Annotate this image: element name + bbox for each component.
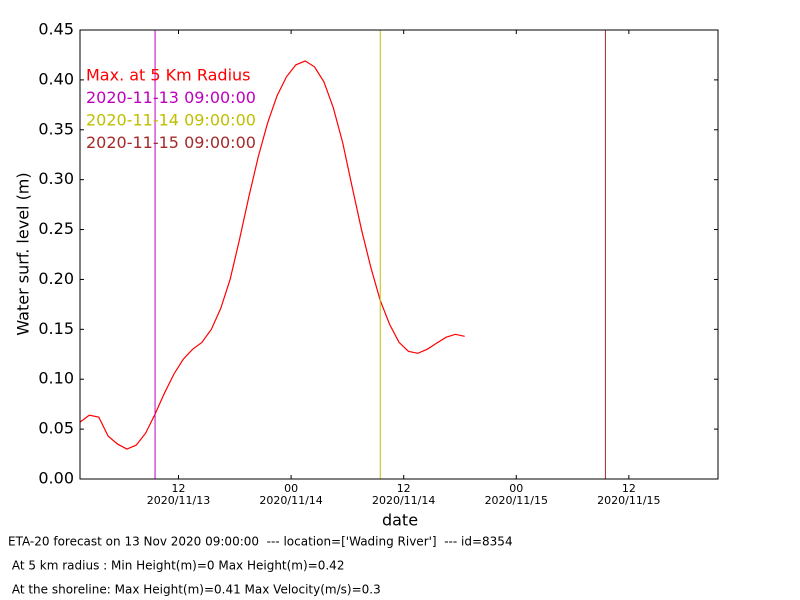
x-tick-label: 12 — [172, 482, 186, 495]
legend-entry: Max. at 5 Km Radius — [86, 66, 251, 85]
x-tick-label: 12 — [622, 482, 636, 495]
x-tick-label: 00 — [284, 482, 298, 495]
legend-entry: 2020-11-14 09:00:00 — [86, 111, 256, 130]
y-tick-label: 0.45 — [38, 20, 74, 39]
footer-line: At 5 km radius : Min Height(m)=0 Max Hei… — [8, 559, 344, 573]
legend-entry: 2020-11-15 09:00:00 — [86, 133, 256, 152]
x-tick-date: 2020/11/15 — [485, 494, 548, 507]
footer-line: ETA-20 forecast on 13 Nov 2020 09:00:00 … — [8, 535, 513, 549]
y-tick-label: 0.20 — [38, 269, 74, 288]
plot-frame — [79, 29, 719, 480]
footer-line: At the shoreline: Max Height(m)=0.41 Max… — [8, 583, 381, 597]
x-axis-label: date — [382, 511, 418, 530]
y-tick-label: 0.30 — [38, 169, 74, 188]
x-tick-date: 2020/11/14 — [259, 494, 322, 507]
y-axis-label: Water surf. level (m) — [14, 172, 33, 335]
y-tick-label: 0.05 — [38, 419, 74, 438]
x-tick-date: 2020/11/15 — [597, 494, 660, 507]
y-tick-label: 0.15 — [38, 319, 74, 338]
y-tick-label: 0.00 — [38, 469, 74, 488]
legend-entry: 2020-11-13 09:00:00 — [86, 88, 256, 107]
x-tick-date: 2020/11/13 — [147, 494, 210, 507]
data-line — [79, 60, 465, 450]
y-tick-label: 0.40 — [38, 69, 74, 88]
y-tick-label: 0.35 — [38, 119, 74, 138]
x-tick-label: 00 — [509, 482, 523, 495]
x-tick-label: 12 — [397, 482, 411, 495]
y-tick-label: 0.10 — [38, 369, 74, 388]
x-tick-date: 2020/11/14 — [372, 494, 435, 507]
y-tick-label: 0.25 — [38, 219, 74, 238]
